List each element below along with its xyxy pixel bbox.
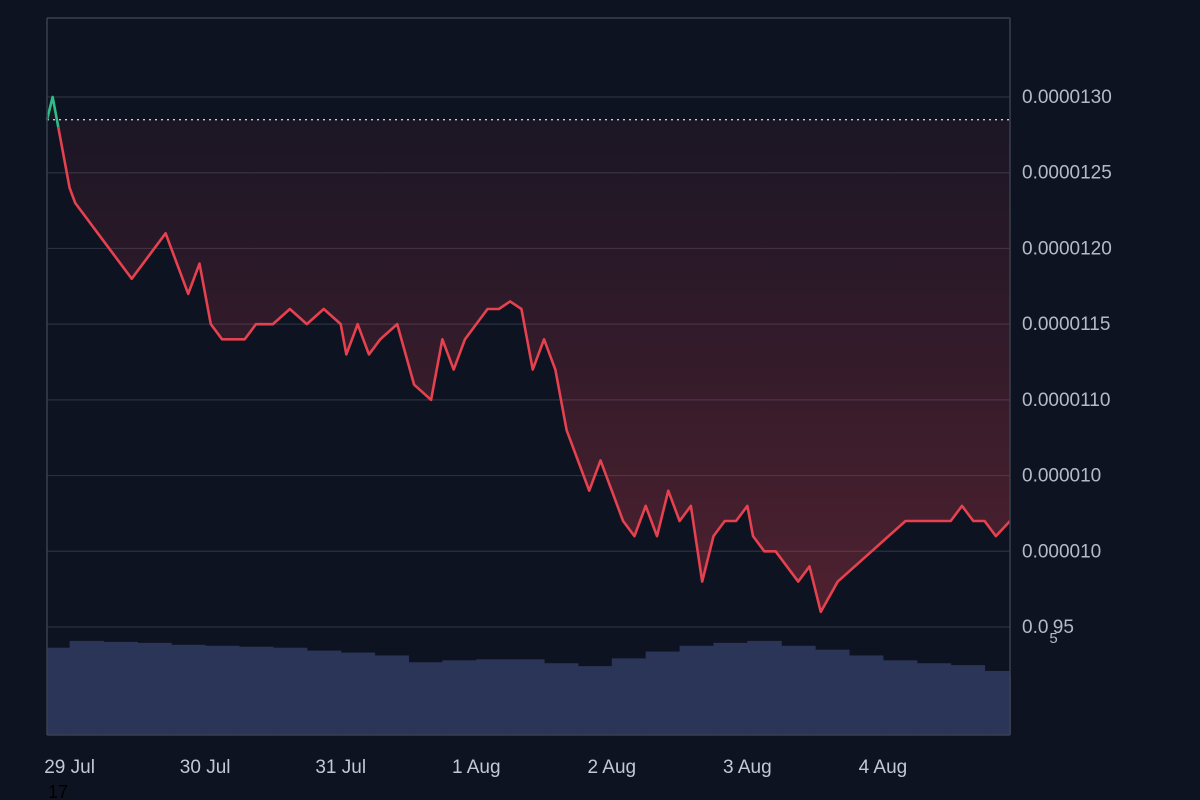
- y-tick-label-tail: 95: [1053, 617, 1074, 638]
- x-axis: 29 Jul 30 Jul 31 Jul 1 Aug 2 Aug 3 Aug 4 Aug: [44, 757, 907, 778]
- y-axis: 0.00001300.00001250.00001200.00001150.00…: [1022, 87, 1112, 647]
- volume-bar: [103, 641, 138, 735]
- x-tick-label: 3 Aug: [723, 757, 772, 778]
- y-tick-label: 0.000010: [1022, 466, 1101, 487]
- volume-bar: [137, 642, 172, 735]
- volume-bar: [781, 645, 816, 735]
- y-tick-label: 0.0000110: [1022, 390, 1110, 411]
- volume-bar: [882, 660, 918, 735]
- volume-bar: [374, 655, 409, 735]
- volume-bar: [272, 647, 308, 735]
- volume-bar: [476, 659, 511, 735]
- volume-bar: [984, 670, 1011, 735]
- volume-bar: [815, 649, 850, 735]
- volume-bar: [69, 640, 104, 735]
- volume-bar: [611, 658, 647, 735]
- y-tick-label: 0.0000115: [1022, 314, 1110, 335]
- volume-bar: [408, 662, 443, 735]
- volume-bar: [47, 647, 71, 735]
- x-tick-label: 2 Aug: [588, 757, 637, 778]
- volume-bar: [510, 659, 545, 735]
- volume-bar: [340, 652, 376, 735]
- volume-bar: [544, 663, 579, 735]
- x-tick-label: 4 Aug: [859, 757, 908, 778]
- volume-bar: [747, 640, 782, 735]
- x-tick-label: 1 Aug: [452, 757, 501, 778]
- volume-bar: [577, 666, 613, 735]
- x-tick-label: 30 Jul: [180, 757, 231, 778]
- y-tick-label: 0.000010: [1022, 541, 1101, 562]
- corner-label: 17: [48, 782, 68, 800]
- volume-bar: [713, 642, 748, 735]
- plot-frame: [46, 17, 1011, 736]
- volume-bar: [849, 655, 884, 735]
- volume-bar: [679, 645, 714, 735]
- volume-bar: [950, 665, 986, 735]
- price-line: [57, 127, 1011, 614]
- y-tick-label: 0.0000130: [1022, 87, 1112, 108]
- volume-bars: [47, 640, 1011, 735]
- price-line-up-segment: [45, 95, 60, 128]
- x-tick-label: 29 Jul: [44, 757, 95, 778]
- volume-bar: [239, 646, 274, 735]
- volume-bar: [916, 663, 952, 735]
- volume-bar: [306, 650, 342, 735]
- x-tick-label: 31 Jul: [315, 757, 366, 778]
- y-tick-label: 0.0000125: [1022, 163, 1112, 184]
- volume-bar: [645, 651, 681, 735]
- volume-bar: [205, 645, 240, 735]
- y-tick-label: 0.0000120: [1022, 238, 1112, 259]
- volume-bar: [442, 660, 477, 735]
- volume-bar: [171, 644, 206, 735]
- price-area-fill: [47, 97, 1010, 612]
- y-tick-label: 0.0: [1022, 617, 1048, 638]
- y-tick-subscript: 5: [1049, 630, 1057, 647]
